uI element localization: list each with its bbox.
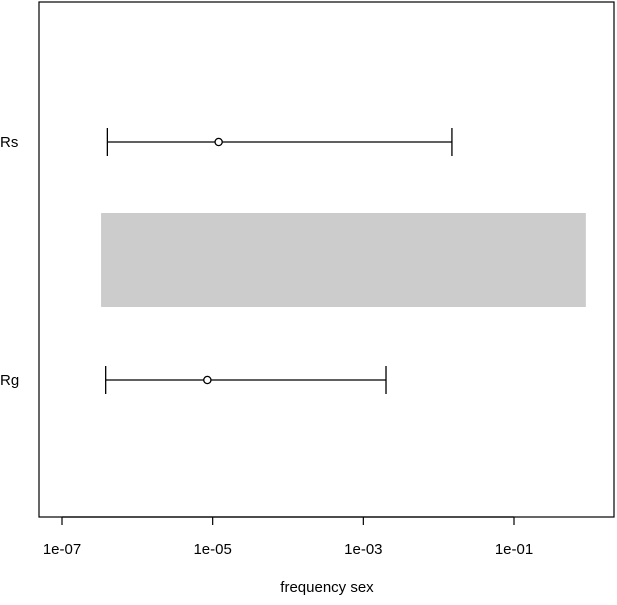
series-layer	[105, 128, 453, 394]
x-axis: 1e-07 1e-05 1e-03 1e-01	[43, 516, 533, 558]
x-tick-label: 1e-03	[344, 541, 382, 558]
shaded-band-layer	[101, 213, 586, 307]
category-labels: Rs Rg	[0, 134, 19, 389]
point-estimate	[203, 375, 212, 385]
category-label: Rs	[0, 134, 18, 151]
x-axis-title: frequency sex	[280, 579, 374, 596]
x-tick-label: 1e-05	[193, 541, 231, 558]
x-tick-label: 1e-01	[495, 541, 533, 558]
category-label: Rg	[0, 372, 19, 389]
interval-group-rs	[106, 128, 453, 156]
interval-group-rg	[105, 366, 387, 394]
shaded-band	[101, 213, 586, 307]
x-tick-label: 1e-07	[43, 541, 81, 558]
point-estimate	[214, 137, 223, 147]
